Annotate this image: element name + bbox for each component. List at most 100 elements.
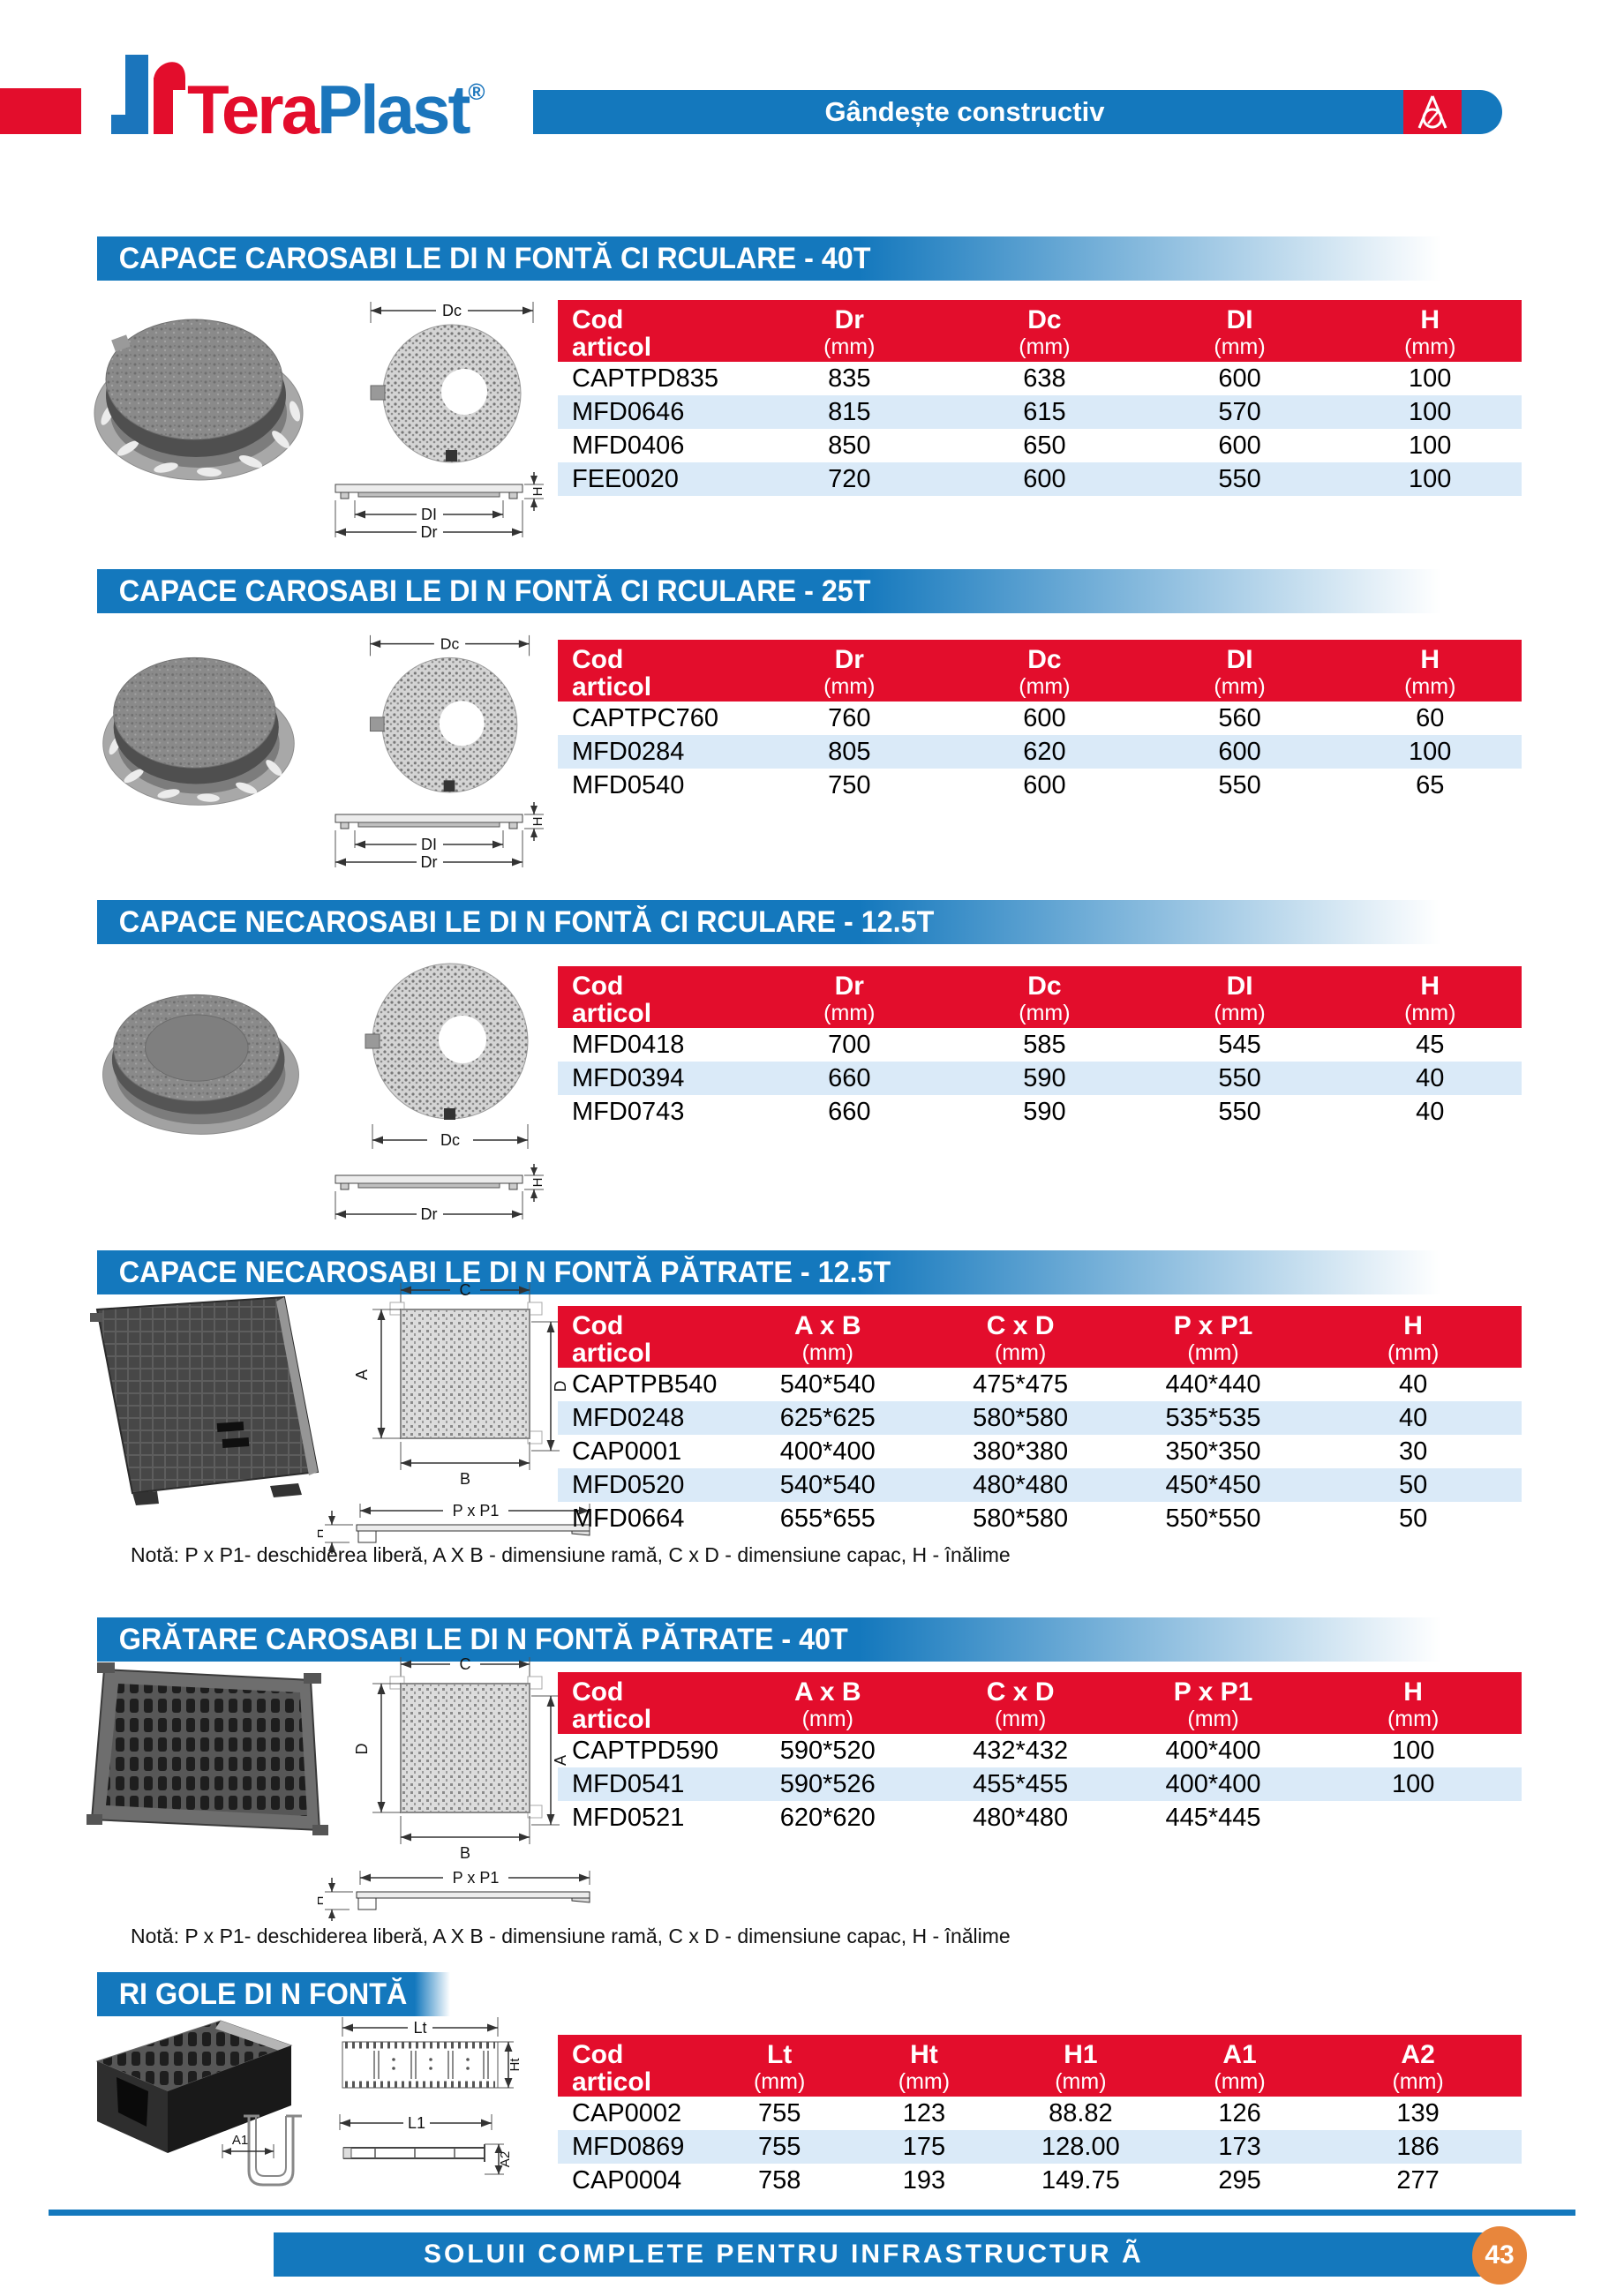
col-header: H1 (mm) [996,2035,1165,2097]
col-header: H (mm) [1338,966,1522,1028]
logo-tera: Tera [187,71,320,148]
dim-label-pxp1: P x P1 [453,1869,500,1887]
dim-label-h: H [530,817,545,827]
product-code-cell: MFD0869 [572,2132,685,2161]
value-cell: 805 [828,737,871,766]
table-row: CAP0004 758 193 149.75 295 277 [558,2164,1522,2197]
value-cell: 590*526 [779,1769,876,1798]
dim-label-a: A [552,1755,569,1766]
dim-label-ht: Ht [508,2058,523,2072]
drawing-top-view-circular: Dc [370,302,534,463]
value-cell: 65 [1416,770,1445,799]
col-header: Dc (mm) [948,640,1141,702]
col-header: H (mm) [1304,1306,1522,1368]
value-cell: 480*480 [973,1803,1069,1832]
value-cell: 350*350 [1165,1437,1261,1466]
page-number-badge: 43 [1472,2226,1527,2285]
value-cell: 480*480 [973,1470,1069,1499]
product-photo-square-grate [86,1662,328,1835]
product-photo-channel-drain [95,2020,293,2153]
table-row: CAPTPC760 760 600 560 60 [558,702,1522,735]
col-header: H (mm) [1338,640,1522,702]
col-header: A x B (mm) [736,1672,920,1734]
value-cell: 590*520 [779,1736,876,1765]
col-header-cod: Cod articol [558,640,751,702]
value-cell: 590 [1023,1063,1066,1092]
col-header-cod: Cod articol [558,966,751,1028]
product-code-cell: MFD0394 [572,1063,685,1092]
col-header: Dr (mm) [750,966,949,1028]
value-cell: 100 [1409,364,1452,393]
dim-label-h: H [530,1178,545,1188]
product-code-cell: MFD0521 [572,1803,685,1832]
spec-table-necarosabile-circulare: Cod articol Dr (mm) Dc (mm) DI (mm) H (mm) MF… [558,966,1522,1129]
table-row: MFD0540 750 600 550 65 [558,769,1522,802]
section-title-circulare-40t: CAPACE CAROSABI LE DI N FONTĂ CI RCULARE… [97,236,1483,281]
drawing-top-view-square: C D A B [353,1655,569,1862]
value-cell: 815 [828,397,871,426]
value-cell: 600 [1218,364,1261,393]
col-header: P x P1 (mm) [1121,1306,1305,1368]
product-code-cell: CAP0001 [572,1437,682,1466]
section-title-text: CAPACE CAROSABI LE DI N FONTĂ CI RCULARE… [118,574,871,608]
value-cell: 835 [828,364,871,393]
value-cell: 128.00 [1041,2132,1120,2161]
col-header-cod: Cod articol [558,1672,737,1734]
table-row: CAPTPB540 540*540 475*475 440*440 40 [558,1368,1522,1401]
product-code-cell: CAPTPC760 [572,703,719,732]
drawing-top-view-circular: Dc [369,635,530,793]
value-cell: 655*655 [779,1504,876,1533]
tagline-bar: Gândește constructiv [533,90,1502,134]
dim-label-dr: Dr [421,853,438,869]
dim-label-h: H [318,1529,327,1539]
product-code-cell: CAPTPD590 [572,1736,719,1765]
col-header: Dr (mm) [750,300,949,362]
table-row: MFD0520 540*540 480*480 450*450 50 [558,1468,1522,1502]
product-code-cell: MFD0248 [572,1403,685,1432]
logo-wordmark: TeraPlast® [187,51,485,150]
value-cell: 600 [1023,703,1066,732]
value-cell: 30 [1399,1437,1428,1466]
col-header: P x P1 (mm) [1121,1672,1305,1734]
value-cell: 550 [1218,770,1261,799]
dim-label-c: C [460,1281,471,1299]
value-cell: 560 [1218,703,1261,732]
dim-label-di: DI [421,506,437,523]
dim-label-di: DI [421,836,437,853]
value-cell: 40 [1399,1369,1428,1399]
value-cell: 139 [1396,2098,1440,2127]
footer-rule [49,2210,1575,2216]
spec-table-gratare: Cod articol A x B (mm) C x D (mm) P x P1 (mm… [558,1672,1522,1835]
value-cell: 660 [828,1097,871,1126]
value-cell: 750 [828,770,871,799]
value-cell: 60 [1416,703,1445,732]
table-row: MFD0418 700 585 545 45 [558,1028,1522,1062]
table-row: MFD0869 755 175 128.00 173 186 [558,2130,1522,2164]
dim-label-d: D [353,1744,371,1755]
col-header: Ht (mm) [852,2035,996,2097]
col-header: H (mm) [1304,1672,1522,1734]
value-cell: 600 [1218,737,1261,766]
value-cell: 700 [828,1030,871,1059]
product-code-cell: MFD0418 [572,1030,685,1059]
value-cell: 100 [1409,464,1452,493]
value-cell: 570 [1218,397,1261,426]
drawing-side-view-lt: Lt Ht [342,2017,523,2089]
logo-plast: Plast [316,71,470,148]
value-cell: 545 [1218,1030,1261,1059]
section-title-gratare: GRĂTARE CAROSABI LE DI N FONTĂ PĂTRATE -… [97,1617,1483,1662]
table-row: MFD0248 625*625 580*580 535*535 40 [558,1401,1522,1435]
value-cell: 535*535 [1165,1403,1261,1432]
value-cell: 40 [1416,1063,1445,1092]
footer-bar: SOLUII COMPLETE PENTRU INFRASTRUCTUR Ã [274,2232,1502,2277]
value-cell: 45 [1416,1030,1445,1059]
col-header: H (mm) [1338,300,1522,362]
value-cell: 585 [1023,1030,1066,1059]
footer-slogan: SOLUII COMPLETE PENTRU INFRASTRUCTUR Ã [424,2240,1144,2269]
value-cell: 638 [1023,364,1066,393]
col-header: C x D (mm) [919,1672,1122,1734]
dim-label-dc: Dc [440,635,460,653]
value-cell: 600 [1218,431,1261,460]
value-cell: 580*580 [973,1504,1069,1533]
table-row: MFD0646 815 615 570 100 [558,395,1522,429]
